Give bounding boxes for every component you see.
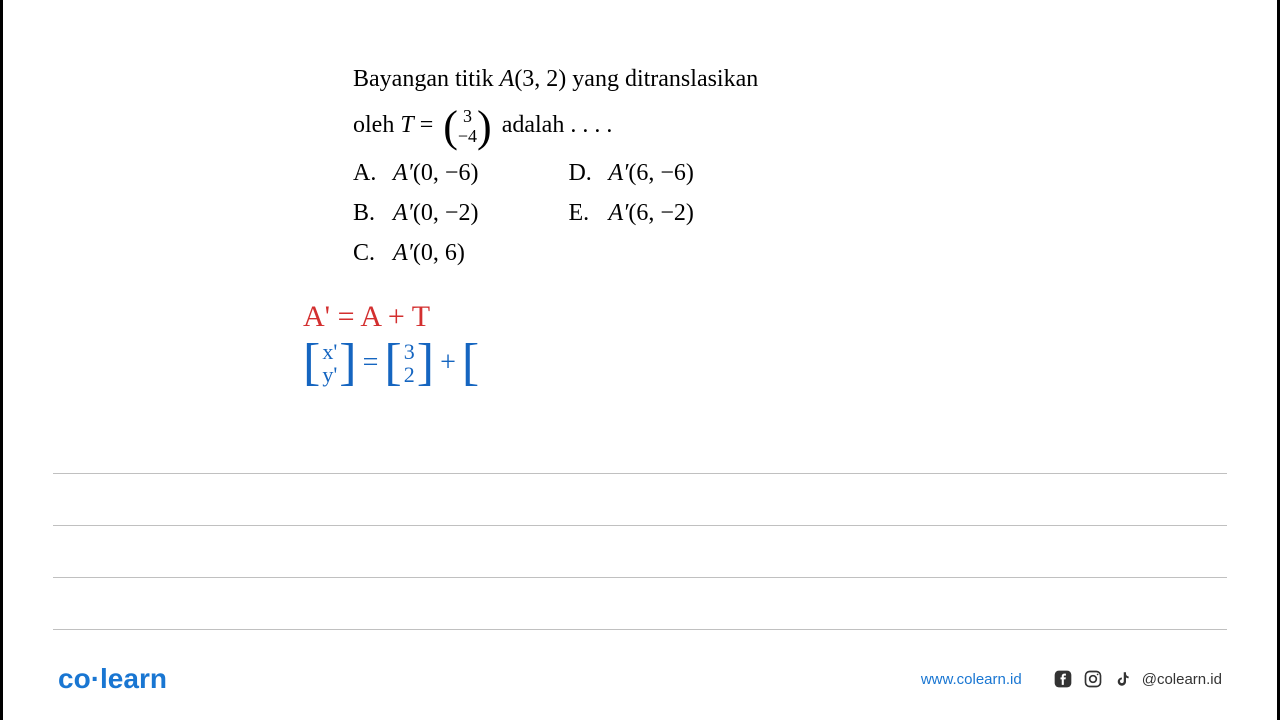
option-label: A′ [393,240,413,266]
lhs-bottom: y' [322,363,337,386]
handwritten-work: A' = A + T [ x' y' ] = [ 3 2 ] + [ [303,300,487,386]
question-block: Bayangan titik A(3, 2) yang ditranslasik… [3,60,1277,271]
option-letter: C. [353,235,387,271]
footer-right: www.colearn.id @colearn.id [921,668,1222,690]
question-line-2: oleh T = ( 3 −4 ) adalah . . . . [353,106,1277,146]
matrix-bottom: −4 [458,127,477,147]
footer: co·learn www.colearn.id @colearn.id [3,663,1277,695]
m1-top: 3 [404,340,415,363]
option-coords: (6, −6) [628,160,694,186]
bracket-right: ] [417,341,434,385]
options-right-col: D. A′(6, −6) E. A′(6, −2) [568,155,693,271]
lhs-top: x' [322,340,337,363]
instagram-icon [1082,668,1104,690]
m1-column: 3 2 [402,340,417,386]
bracket-right: ] [339,341,356,385]
footer-url: www.colearn.id [921,671,1022,688]
handwritten-blue-equation: [ x' y' ] = [ 3 2 ] + [ [303,340,487,386]
logo-dot: · [91,663,100,694]
bracket-left: [ [462,341,479,385]
option-letter: A. [353,155,387,191]
notebook-rules [53,422,1227,630]
social-handle: @colearn.id [1142,671,1222,688]
option-a: A. A′(0, −6) [353,155,478,191]
bracket-left: [ [384,341,401,385]
option-coords: (0, −2) [413,200,479,226]
matrix-column: 3 −4 [458,107,477,147]
hw-plus: + [440,347,456,379]
rule-line [53,422,1227,474]
logo-co: co [58,663,91,694]
q-point-label: A [500,66,515,92]
options-left-col: A. A′(0, −6) B. A′(0, −2) C. A′(0, 6) [353,155,478,271]
option-coords: (6, −2) [628,200,694,226]
options-container: A. A′(0, −6) B. A′(0, −2) C. A′(0, 6) D.… [353,155,1277,271]
option-e: E. A′(6, −2) [568,195,693,231]
m1-vector: [ 3 2 ] [384,340,434,386]
handwritten-red-formula: A' = A + T [303,300,487,334]
facebook-icon [1052,668,1074,690]
question-line-1: Bayangan titik A(3, 2) yang ditranslasik… [353,60,1277,98]
q-point-coords: (3, 2) [514,66,566,92]
option-d: D. A′(6, −6) [568,155,693,191]
option-b: B. A′(0, −2) [353,195,478,231]
lhs-column: x' y' [320,340,339,386]
rule-line [53,474,1227,526]
social-links: @colearn.id [1052,668,1222,690]
q-t-label: T [400,112,413,138]
option-label: A′ [393,200,413,226]
brand-logo: co·learn [58,663,167,695]
option-c: C. A′(0, 6) [353,235,478,271]
option-label: A′ [608,160,628,186]
q-eq: = [414,112,440,138]
option-letter: B. [353,195,387,231]
rule-line [53,526,1227,578]
option-label: A′ [393,160,413,186]
translation-matrix: ( 3 −4 ) [443,107,491,147]
option-letter: E. [568,195,602,231]
q-suffix2: adalah . . . . [502,112,613,138]
lhs-vector: [ x' y' ] [303,340,357,386]
paren-left: ( [443,109,458,144]
option-label: A′ [608,200,628,226]
q-prefix: Bayangan titik [353,66,500,92]
logo-learn: learn [100,663,167,694]
option-letter: D. [568,155,602,191]
option-coords: (0, −6) [413,160,479,186]
rule-line [53,578,1227,630]
option-coords: (0, 6) [413,240,465,266]
m1-bottom: 2 [404,363,415,386]
m2-vector-partial: [ [462,341,487,385]
hw-equals: = [363,347,379,379]
q-suffix1: yang ditranslasikan [566,66,758,92]
bracket-left: [ [303,341,320,385]
paren-right: ) [477,109,492,144]
q-prefix2: oleh [353,112,400,138]
matrix-top: 3 [463,107,472,127]
tiktok-icon [1112,668,1134,690]
